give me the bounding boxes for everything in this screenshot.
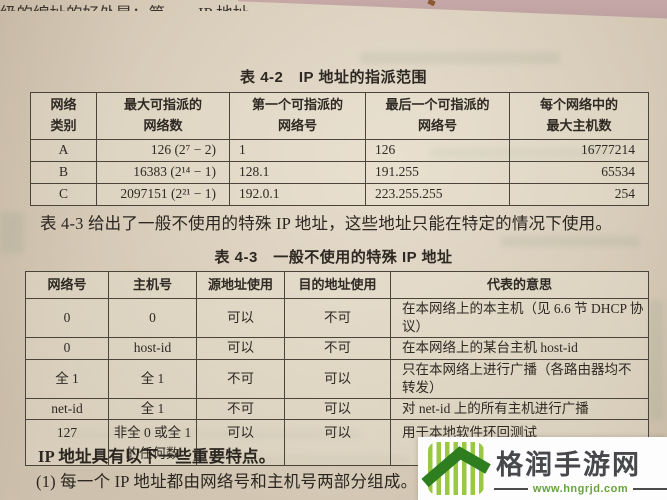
cell-class: C xyxy=(30,182,97,206)
feature-item-1: (1) 每一个 IP 地址都由网络号和主机号两部分组成。 xyxy=(36,472,418,491)
col-header-max-hosts: 每个网络中的 最大主机数 xyxy=(509,92,649,140)
cell-max-networks: 2097151 (2²¹ − 1) xyxy=(96,182,230,206)
cell-network-id: 全 1 xyxy=(25,358,109,400)
intro-paragraph: 表 4-3 给出了一般不使用的特殊 IP 地址，这些地址只能在特定的情况下使用。 xyxy=(40,214,613,233)
watermark-url: www.hngrjd.com xyxy=(532,483,629,495)
cell-max-hosts: 65534 xyxy=(509,160,649,184)
table-4-2-header-row: 网络 类别 最大可指派的 网络数 第一个可指派的 网络号 最后一个可指派的 网络… xyxy=(30,92,649,140)
cell-meaning: 在本网络上的本主机（见 6.6 节 DHCP 协议） xyxy=(390,297,649,339)
cell-host-id: 非全 0 或全 1 的任何数 xyxy=(108,419,197,466)
cell-last-network: 126 xyxy=(365,138,510,162)
table-row: A 126 (2⁷ − 2) 1 126 16777214 xyxy=(30,138,649,162)
showthrough-smudge xyxy=(648,300,664,420)
cell-first-network: 1 xyxy=(229,138,366,162)
col-header-last-network: 最后一个可指派的 网络号 xyxy=(365,92,510,140)
cell-source-use: 可以 xyxy=(196,337,285,360)
cell-first-network: 128.1 xyxy=(229,160,366,184)
cell-dest-use: 可以 xyxy=(284,398,391,421)
table-4-3-caption: 表 4-3 一般不使用的特殊 IP 地址 xyxy=(214,249,453,266)
cell-dest-use: 不可 xyxy=(284,297,391,339)
cell-first-network: 192.0.1 xyxy=(229,182,366,206)
cell-last-network: 223.255.255 xyxy=(365,182,510,206)
table-row: B 16383 (2¹⁴ − 1) 128.1 191.255 65534 xyxy=(30,160,649,184)
cell-meaning: 在本网络上的某台主机 host-id xyxy=(390,337,649,360)
col-header-network-id: 网络号 xyxy=(25,271,109,299)
cell-meaning: 对 net-id 上的所有主机进行广播 xyxy=(390,398,649,421)
table-row: 127 非全 0 或全 1 的任何数 可以 可以 用于本地软件环回测试 xyxy=(25,419,649,466)
col-header-meaning: 代表的意思 xyxy=(390,271,649,299)
divider xyxy=(494,488,528,490)
table-row: 0 0 可以 不可 在本网络上的本主机（见 6.6 节 DHCP 协议） xyxy=(25,297,649,339)
cell-max-networks: 16383 (2¹⁴ − 1) xyxy=(96,160,230,184)
cell-meaning: 只在本网络上进行广播（各路由器均不转发） xyxy=(390,358,649,400)
cell-source-use: 可以 xyxy=(196,297,285,339)
showthrough-smudge xyxy=(500,236,640,247)
cell-max-hosts: 254 xyxy=(509,182,649,206)
watermark-url-row: www.hngrjd.com xyxy=(494,483,667,495)
cell-source-use: 不可 xyxy=(196,358,285,400)
cell-last-network: 191.255 xyxy=(365,160,510,184)
cell-host-id: host-id xyxy=(108,337,197,360)
clipped-text-line: 级的编址的好处是：第一，IP 地址 xyxy=(0,0,330,11)
table-4-2-caption: 表 4-2 IP 地址的指派范围 xyxy=(240,69,427,86)
watermark-logo: 格润手游网 www.hngrjd.com xyxy=(418,437,667,500)
col-header-host-id: 主机号 xyxy=(108,271,197,299)
table-4-3: 网络号 主机号 源地址使用 目的地址使用 代表的意思 0 0 可以 不可 在本网… xyxy=(25,271,649,466)
showthrough-smudge xyxy=(0,212,24,254)
table-4-2: 网络 类别 最大可指派的 网络数 第一个可指派的 网络号 最后一个可指派的 网络… xyxy=(30,92,649,206)
features-heading: IP 地址具有以下一些重要特点。 xyxy=(38,447,276,466)
col-header-first-network: 第一个可指派的 网络号 xyxy=(229,92,366,140)
table-row: 全 1 全 1 不可 可以 只在本网络上进行广播（各路由器均不转发） xyxy=(25,358,649,400)
table-row: C 2097151 (2²¹ − 1) 192.0.1 223.255.255 … xyxy=(30,182,649,206)
watermark-title: 格润手游网 xyxy=(496,450,641,480)
table-row: net-id 全 1 不可 可以 对 net-id 上的所有主机进行广播 xyxy=(25,398,649,421)
cell-network-id: 0 xyxy=(25,337,109,360)
cell-dest-use: 不可 xyxy=(284,337,391,360)
showthrough-smudge xyxy=(360,52,560,64)
cell-network-id: net-id xyxy=(25,398,109,421)
cell-host-id: 0 xyxy=(108,297,197,339)
cell-host-id: 全 1 xyxy=(108,358,197,400)
col-header-network-class: 网络 类别 xyxy=(30,92,97,140)
cell-source-use: 不可 xyxy=(196,398,285,421)
table-row: 0 host-id 可以 不可 在本网络上的某台主机 host-id xyxy=(25,337,649,360)
cell-dest-use: 可以 xyxy=(284,358,391,400)
cell-network-id: 127 xyxy=(25,419,109,466)
cell-class: B xyxy=(30,160,97,184)
cell-host-id: 全 1 xyxy=(108,398,197,421)
col-header-max-networks: 最大可指派的 网络数 xyxy=(96,92,230,140)
cell-max-networks: 126 (2⁷ − 2) xyxy=(96,138,230,162)
cell-class: A xyxy=(30,138,97,162)
watermark-stripes-icon xyxy=(428,442,484,495)
col-header-dest-use: 目的地址使用 xyxy=(284,271,391,299)
col-header-source-use: 源地址使用 xyxy=(196,271,285,299)
table-4-3-header-row: 网络号 主机号 源地址使用 目的地址使用 代表的意思 xyxy=(25,271,649,299)
cell-dest-use: 可以 xyxy=(284,419,391,466)
cell-network-id: 0 xyxy=(25,297,109,339)
divider xyxy=(633,488,667,490)
cell-max-hosts: 16777214 xyxy=(509,138,649,162)
